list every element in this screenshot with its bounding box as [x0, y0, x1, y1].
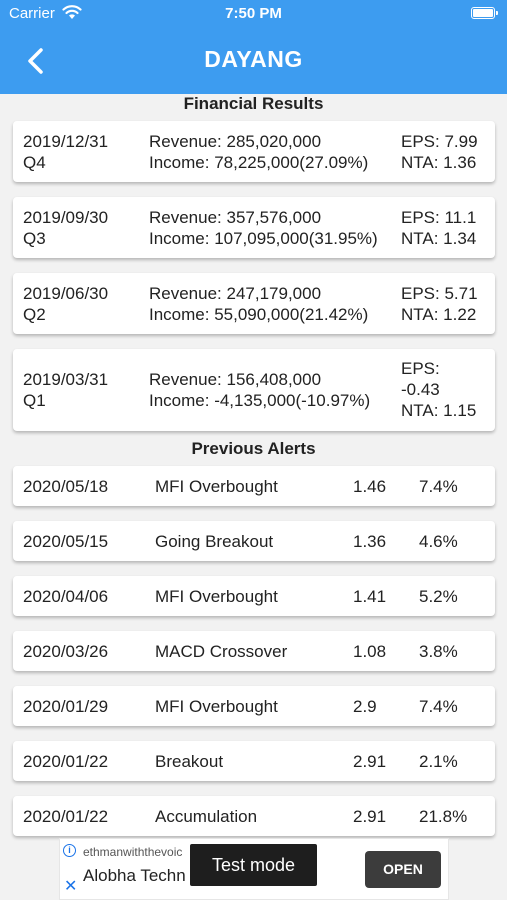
alert-date: 2020/01/29 [23, 697, 109, 716]
result-date: 2019/03/31 [23, 370, 109, 389]
result-quarter: Q3 [23, 229, 46, 248]
alert-change: 3.8% [419, 642, 458, 661]
financial-result-card: 2019/03/31 Q1 Revenue: 156,408,000 Income:… [13, 349, 495, 431]
result-revenue: Revenue: 357,576,000 [149, 208, 322, 227]
result-nta: NTA: 1.34 [401, 229, 477, 248]
financial-result-card: 2019/06/30 Q2 Revenue: 247,179,000 Income:… [13, 273, 495, 334]
alert-date: 2020/01/22 [23, 752, 109, 771]
alert-name: Breakout [155, 752, 224, 771]
result-eps: EPS: [401, 359, 440, 378]
alert-name: Accumulation [155, 807, 258, 826]
result-revenue: Revenue: 156,408,000 [149, 370, 322, 389]
alert-date: 2020/05/18 [23, 477, 109, 496]
result-quarter: Q2 [23, 305, 46, 324]
alert-change: 5.2% [419, 587, 458, 606]
alert-name: MFI Overbought [155, 697, 278, 716]
status-time: 7:50 PM [225, 5, 282, 22]
alert-row[interactable]: 2020/01/29 MFI Overbought 2.9 7.4% [13, 686, 495, 726]
alert-price: 1.08 [353, 642, 387, 661]
alert-name: MFI Overbought [155, 587, 278, 606]
alert-row[interactable]: 2020/05/18 MFI Overbought 1.46 7.4% [13, 466, 495, 506]
alert-price: 1.36 [353, 532, 387, 551]
result-nta: NTA: 1.36 [401, 153, 477, 172]
alert-row[interactable]: 2020/05/15 Going Breakout 1.36 4.6% [13, 521, 495, 561]
alert-price: 2.9 [353, 697, 377, 716]
result-date: 2019/09/30 [23, 208, 109, 227]
ad-url: ethmanwiththevoic [83, 845, 183, 859]
result-quarter: Q4 [23, 153, 46, 172]
financial-results-heading: Financial Results [183, 94, 324, 113]
ad-close-icon[interactable]: ✕ [64, 878, 78, 895]
alert-date: 2020/01/22 [23, 807, 109, 826]
alert-change: 21.8% [419, 807, 468, 826]
alert-change: 4.6% [419, 532, 458, 551]
carrier-label: Carrier [9, 5, 55, 22]
previous-alerts-heading: Previous Alerts [191, 439, 316, 458]
alert-row[interactable]: 2020/04/06 MFI Overbought 1.41 5.2% [13, 576, 495, 616]
financial-result-card: 2019/12/31 Q4 Revenue: 285,020,000 Income:… [13, 121, 495, 182]
result-income: Income: 55,090,000(21.42%) [149, 305, 369, 324]
test-mode-badge: Test mode [190, 844, 317, 886]
ad-open-button[interactable]: OPEN [365, 851, 441, 888]
result-nta: NTA: 1.22 [401, 305, 477, 324]
result-revenue: Revenue: 247,179,000 [149, 284, 322, 303]
alert-row[interactable]: 2020/01/22 Accumulation 2.91 21.8% [13, 796, 495, 836]
result-nta: NTA: 1.15 [401, 401, 477, 420]
page-title: DAYANG [204, 46, 303, 72]
alert-date: 2020/05/15 [23, 532, 109, 551]
result-date: 2019/06/30 [23, 284, 109, 303]
alert-name: Going Breakout [155, 532, 274, 551]
back-chevron-icon[interactable] [22, 44, 52, 78]
ad-banner[interactable]: i ✕ ethmanwiththevoic Alobha TechnD OPEN [59, 838, 449, 900]
alert-name: MACD Crossover [155, 642, 288, 661]
alert-change: 7.4% [419, 477, 458, 496]
ad-info-icon[interactable]: i [63, 844, 76, 857]
alert-date: 2020/04/06 [23, 587, 109, 606]
alert-price: 2.91 [353, 807, 387, 826]
result-income: Income: 107,095,000(31.95%) [149, 229, 378, 248]
alert-change: 7.4% [419, 697, 458, 716]
result-revenue: Revenue: 285,020,000 [149, 132, 322, 151]
result-eps: EPS: 11.1 [401, 208, 477, 227]
status-bar: Carrier 7:50 PM [0, 0, 507, 28]
result-eps-value: -0.43 [401, 380, 440, 399]
ad-name-start: Alobha Techn [83, 866, 186, 885]
wifi-icon [62, 4, 82, 24]
result-date: 2019/12/31 [23, 132, 109, 151]
financial-result-card: 2019/09/30 Q3 Revenue: 357,576,000 Income:… [13, 197, 495, 258]
alert-name: MFI Overbought [155, 477, 278, 496]
result-income: Income: -4,135,000(-10.97%) [149, 391, 371, 410]
result-eps: EPS: 5.71 [401, 284, 478, 303]
alert-change: 2.1% [419, 752, 458, 771]
alert-price: 2.91 [353, 752, 387, 771]
result-quarter: Q1 [23, 391, 46, 410]
nav-bar: DAYANG [0, 28, 507, 94]
alert-price: 1.41 [353, 587, 387, 606]
battery-icon [471, 7, 498, 19]
result-income: Income: 78,225,000(27.09%) [149, 153, 369, 172]
result-eps: EPS: 7.99 [401, 132, 478, 151]
alert-row[interactable]: 2020/01/22 Breakout 2.91 2.1% [13, 741, 495, 781]
alert-price: 1.46 [353, 477, 387, 496]
alert-row[interactable]: 2020/03/26 MACD Crossover 1.08 3.8% [13, 631, 495, 671]
alert-date: 2020/03/26 [23, 642, 109, 661]
